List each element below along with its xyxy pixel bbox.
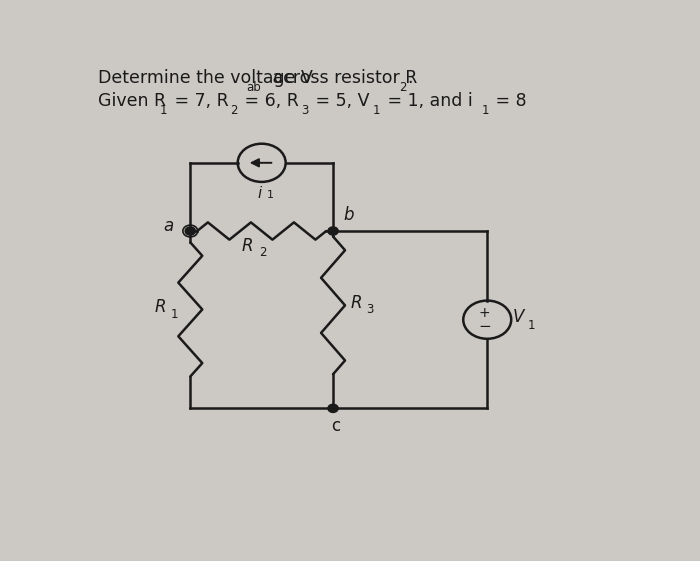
- Text: ab: ab: [246, 81, 261, 94]
- Text: +: +: [479, 306, 490, 320]
- Circle shape: [328, 404, 338, 412]
- Text: = 7, R: = 7, R: [169, 92, 228, 110]
- Text: 1: 1: [528, 319, 536, 332]
- Text: 1: 1: [160, 104, 167, 117]
- Text: = 6, R: = 6, R: [239, 92, 299, 110]
- Text: R: R: [350, 294, 362, 312]
- Text: = 1, and i: = 1, and i: [382, 92, 472, 110]
- Text: 3: 3: [301, 104, 309, 117]
- Text: 3: 3: [366, 304, 373, 316]
- Text: .: .: [407, 69, 413, 87]
- Text: b: b: [344, 206, 354, 224]
- Text: i: i: [258, 186, 262, 200]
- Text: 1: 1: [171, 309, 178, 321]
- Text: R: R: [155, 298, 167, 316]
- Text: 2: 2: [399, 81, 407, 94]
- Circle shape: [185, 227, 195, 235]
- Text: Determine the voltage V: Determine the voltage V: [98, 69, 313, 87]
- Text: 2: 2: [259, 246, 267, 259]
- Text: = 8: = 8: [490, 92, 526, 110]
- Text: a: a: [164, 217, 174, 234]
- Text: R: R: [241, 237, 253, 255]
- Text: across resistor R: across resistor R: [267, 69, 418, 87]
- Text: V: V: [513, 309, 524, 327]
- Text: 1: 1: [373, 104, 381, 117]
- Text: 1: 1: [482, 104, 489, 117]
- Text: c: c: [331, 417, 340, 435]
- Text: = 5, V: = 5, V: [309, 92, 369, 110]
- Circle shape: [328, 227, 338, 235]
- Text: 2: 2: [230, 104, 238, 117]
- Text: 1: 1: [267, 190, 274, 200]
- Text: Given R: Given R: [98, 92, 166, 110]
- Text: −: −: [478, 319, 491, 334]
